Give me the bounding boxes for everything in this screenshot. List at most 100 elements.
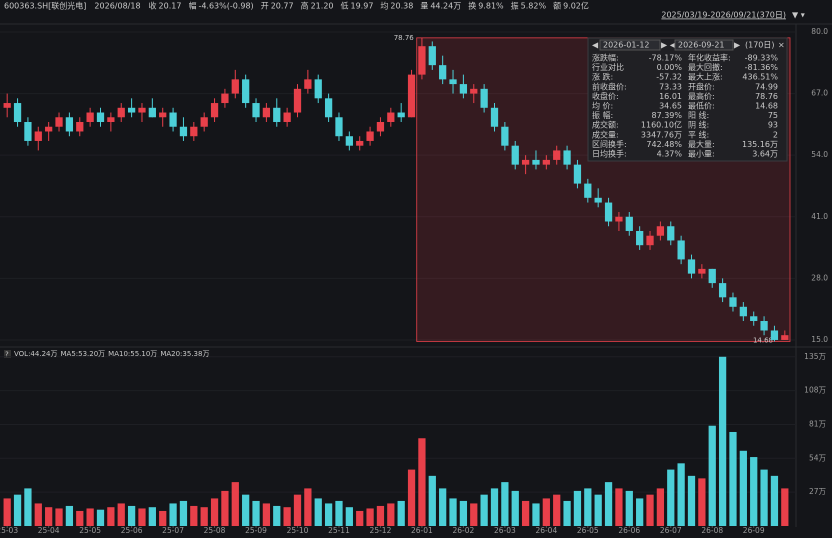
volume-bar <box>584 488 592 526</box>
stat-value: 75 <box>768 111 778 120</box>
x-tick-label: 25-03 <box>0 526 18 535</box>
x-tick-label: 26-09 <box>743 526 765 535</box>
x-tick-label: 25-04 <box>38 526 60 535</box>
volume-bar <box>459 500 468 526</box>
volume-bar <box>656 488 665 526</box>
help-icon[interactable] <box>4 350 11 358</box>
candle-body <box>490 107 499 127</box>
candle-body <box>34 131 42 141</box>
nav-arrow[interactable]: ▶ ◀ <box>661 41 677 50</box>
x-tick-label: 25-12 <box>370 526 392 535</box>
candle-body <box>283 112 291 123</box>
field-label: 幅 <box>188 1 196 11</box>
candle-body <box>708 268 716 284</box>
stat-value: 74.99 <box>755 82 778 91</box>
field-label: 振 <box>511 1 519 11</box>
stat-label: 平 线: <box>688 129 709 139</box>
candle-body <box>86 112 94 123</box>
candle-body <box>387 112 395 123</box>
volume-bar <box>646 494 654 526</box>
field-label: 量 <box>420 2 428 11</box>
candle-body <box>760 321 768 331</box>
close-button[interactable]: × <box>778 41 785 50</box>
candle-body <box>159 112 167 118</box>
y-tick-label: 54.0 <box>811 150 828 159</box>
volume-bar <box>781 488 789 526</box>
volume-bar <box>76 510 84 526</box>
volume-bar <box>293 494 302 526</box>
volume-bar <box>314 498 322 526</box>
x-tick-label: 26-07 <box>660 526 682 535</box>
volume-bar <box>439 488 447 526</box>
field-value: 19.97 <box>351 2 374 11</box>
candle-body <box>739 306 747 317</box>
candle-body <box>179 126 188 137</box>
candle-body <box>625 216 633 231</box>
candle-body <box>45 126 53 132</box>
candle-body <box>356 140 364 146</box>
field-label: 开 <box>261 2 269 11</box>
candle-body <box>262 107 271 118</box>
candle-body <box>138 107 146 113</box>
volume-bar <box>594 494 602 526</box>
stat-value: 135.16万 <box>742 140 778 149</box>
stat-label: 振 幅: <box>592 110 613 120</box>
stat-label: 最大回撤: <box>688 62 723 72</box>
stat-value: 78.76 <box>755 92 778 101</box>
stat-label: 涨跌幅: <box>592 53 619 63</box>
date-box <box>599 39 661 51</box>
candle-body <box>13 103 22 123</box>
field-label: 均 <box>380 1 388 11</box>
stat-value: -81.36% <box>745 63 779 72</box>
field-value: 9.02亿 <box>563 1 589 11</box>
stat-label: 成交量: <box>592 129 619 139</box>
volume-bar <box>335 500 343 526</box>
x-tick-label: 26-05 <box>577 526 599 535</box>
volume-bar <box>511 490 519 526</box>
date-range[interactable]: 2025/03/19-2026/09/21(370日) <box>661 11 786 20</box>
range-toggle[interactable]: ▼ ▾ <box>792 11 805 20</box>
stat-value: 14.68 <box>755 102 778 111</box>
candle-body <box>470 88 478 94</box>
volume-bar <box>573 490 582 526</box>
nav-arrow[interactable]: ◀ <box>592 41 599 50</box>
volume-bar <box>397 500 405 526</box>
x-tick-label: 25-05 <box>79 526 101 535</box>
field-value: 44.24万 <box>430 2 461 11</box>
volume-bar <box>718 356 727 526</box>
volume-bar <box>760 469 768 526</box>
stat-value: 93 <box>768 121 778 130</box>
date: 2026/08/18 <box>94 2 140 11</box>
volume-bar <box>750 457 758 526</box>
volume-legend: VOL:44.24万 <box>14 350 57 358</box>
candle-body <box>667 226 675 241</box>
candle-body <box>169 112 177 127</box>
volume-bar <box>553 494 561 526</box>
candle-body <box>418 46 426 75</box>
stat-value: -89.33% <box>745 54 779 63</box>
volume-bar <box>179 500 188 526</box>
candle-body <box>324 98 333 118</box>
end-date[interactable]: 2026-09-21 <box>678 41 725 50</box>
stat-label: 行业对比 <box>592 62 624 72</box>
candle-body <box>221 93 229 104</box>
stat-value: -78.17% <box>649 54 683 63</box>
candle-body <box>729 297 737 307</box>
volume-bar <box>449 498 457 526</box>
x-tick-label: 25-11 <box>328 526 350 535</box>
field-label: 低 <box>341 1 349 11</box>
field-label: 额 <box>553 1 561 11</box>
x-tick-label: 26-01 <box>411 526 433 535</box>
volume-bar <box>366 508 374 526</box>
volume-bar <box>117 503 125 526</box>
help-mark: ? <box>5 351 9 359</box>
volume-bar <box>221 490 229 526</box>
candle-body <box>698 268 706 274</box>
candle-body <box>127 107 136 113</box>
stat-value: 1160.10亿 <box>641 120 682 130</box>
field-value: 20.77 <box>271 2 294 11</box>
nav-arrow[interactable]: ▶ <box>734 41 741 50</box>
candle-body <box>366 131 374 141</box>
start-date[interactable]: 2026-01-12 <box>603 41 650 50</box>
